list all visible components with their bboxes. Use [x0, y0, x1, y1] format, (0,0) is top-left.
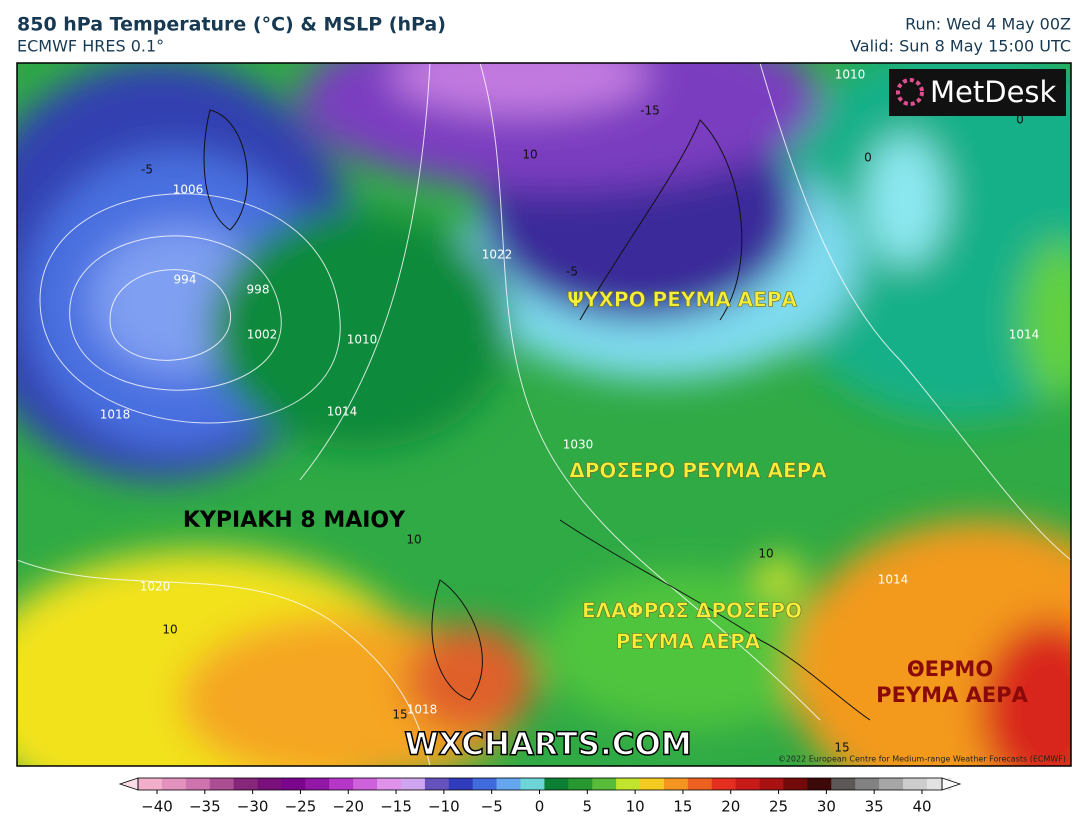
colorbar-tick-label: −40 [141, 798, 173, 816]
colorbar-tick-label: 10 [626, 798, 645, 816]
colorbar-cell [544, 778, 569, 790]
isobar-label: 1014 [327, 405, 358, 419]
copyright: ©2022 European Centre for Medium-range W… [778, 755, 1066, 764]
isotherm-label: 0 [1016, 113, 1024, 127]
colorbar-cell [687, 778, 713, 790]
isotherm-label: -5 [566, 265, 578, 279]
isobar-label: 1020 [140, 580, 171, 594]
colorbar-tick-label: 25 [769, 798, 788, 816]
colorbar-cell [185, 778, 211, 790]
colorbar-tick-label: 15 [673, 798, 692, 816]
colorbar-cell [233, 778, 259, 790]
colorbar-left-cap [118, 777, 139, 791]
air-flow-label: ΕΛΑΦΡΩΣ ΔΡΟΣΕΡΟ [582, 599, 802, 623]
colorbar-tick-label: 20 [721, 798, 740, 816]
isobar-label: 1022 [482, 248, 513, 262]
colorbar-tick-label: −10 [428, 798, 460, 816]
isobar-label: 1010 [347, 333, 378, 347]
valid-time: Valid: Sun 8 May 15:00 UTC [850, 37, 1071, 56]
run-time: Run: Wed 4 May 00Z [905, 15, 1071, 34]
colorbar: −40 −35 −30 −25 −20 −15 −10 −5 0 5 10 15 20 25 30 35 40 [118, 777, 962, 816]
colorbar-tick-label: 30 [817, 798, 836, 816]
colorbar-cell [138, 778, 163, 790]
colorbar-tick-label: −15 [380, 798, 412, 816]
colorbar-cell [353, 778, 378, 790]
colorbar-tick-label: −35 [189, 798, 221, 816]
colorbar-tick-label: −30 [237, 798, 269, 816]
isobar-label: 994 [174, 273, 197, 287]
isotherm-label: 10 [758, 547, 773, 561]
colorbar-tick-label: 5 [583, 798, 593, 816]
isotherm-label: -15 [640, 104, 660, 118]
colorbar-cell [903, 778, 928, 790]
colorbar-tick-label: 35 [865, 798, 884, 816]
colorbar-cell [640, 778, 665, 790]
colorbar-cell [209, 778, 235, 790]
title: 850 hPa Temperature (°C) & MSLP (hPa) [17, 14, 446, 36]
colorbar-cell [759, 778, 784, 790]
colorbar-tick-label: −25 [285, 798, 317, 816]
logo-icon [896, 78, 924, 106]
colorbar-cell [257, 778, 282, 790]
colorbar-cell [448, 778, 474, 790]
colorbar-cell [472, 778, 498, 790]
colorbar-cell [783, 778, 808, 790]
isotherm-label: 15 [834, 741, 849, 755]
isotherm-label: 10 [406, 533, 421, 547]
colorbar-cell [831, 778, 856, 790]
isotherm-label: 0 [864, 151, 872, 165]
isotherm-label: 15 [392, 708, 407, 722]
colorbar-cell [616, 778, 641, 790]
air-flow-label: ΨΥΧΡΟ ΡΕΥΜΑ ΑΕΡΑ [567, 288, 797, 312]
colorbar-cell [855, 778, 880, 790]
colorbar-cell [400, 778, 426, 790]
colorbar-cell [807, 778, 832, 790]
subtitle: ECMWF HRES 0.1° [17, 37, 164, 56]
warm-flow-label: ΡΕΥΜΑ ΑΕΡΑ [876, 683, 1028, 707]
colorbar-cell [305, 778, 330, 790]
isotherm-label: -5 [141, 163, 153, 177]
colorbar-cell [663, 778, 689, 790]
map-field [17, 63, 1071, 766]
isobar-label: 998 [247, 283, 270, 297]
map-labels: ΨΥΧΡΟ ΡΕΥΜΑ ΑΕΡΑ ΔΡΟΣΕΡΟ ΡΕΥΜΑ ΑΕΡΑ ΕΛΑΦΡΩ… [100, 68, 1040, 755]
map-frame [16, 62, 1072, 767]
colorbar-cell [329, 778, 354, 790]
colorbar-cell [496, 778, 521, 790]
isobar-label: 1006 [173, 183, 204, 197]
date-label: ΚΥΡΙΑΚΗ 8 ΜΑΙΟΥ [183, 508, 406, 533]
logo-box [889, 69, 1066, 116]
colorbar-tick-label: −20 [332, 798, 364, 816]
colorbar-cell [568, 778, 593, 790]
colorbar-tick-label: 40 [912, 798, 931, 816]
colorbar-cell [281, 778, 306, 790]
colorbar-cell [735, 778, 761, 790]
colorbar-cell [161, 778, 187, 790]
colorbar-cell [520, 778, 545, 790]
isobar-label: 1010 [835, 68, 866, 82]
colorbar-cell [711, 778, 737, 790]
colorbar-cell [879, 778, 904, 790]
isobar-label: 1018 [407, 703, 438, 717]
isobar-label: 1002 [247, 328, 278, 342]
colorbar-tick-label: 0 [535, 798, 545, 816]
colorbar-tick-label: −5 [481, 798, 503, 816]
colorbar-cell [592, 778, 617, 790]
isobar-label: 1018 [100, 408, 131, 422]
warm-flow-label: ΘΕΡΜΟ [907, 657, 993, 681]
isobar-label: 1014 [1009, 328, 1040, 342]
logo-text: MetDesk [930, 75, 1057, 109]
air-flow-label: ΡΕΥΜΑ ΑΕΡΑ [616, 630, 761, 654]
colorbar-cell [377, 778, 402, 790]
isotherm-label: 10 [522, 148, 537, 162]
air-flow-label: ΔΡΟΣΕΡΟ ΡΕΥΜΑ ΑΕΡΑ [569, 459, 827, 483]
colorbar-cell [424, 778, 450, 790]
isobar-label: 1030 [563, 438, 594, 452]
watermark: WXCHARTS.COM [404, 727, 691, 763]
isobar-label: 1014 [878, 573, 909, 587]
isotherm-label: 10 [162, 623, 177, 637]
